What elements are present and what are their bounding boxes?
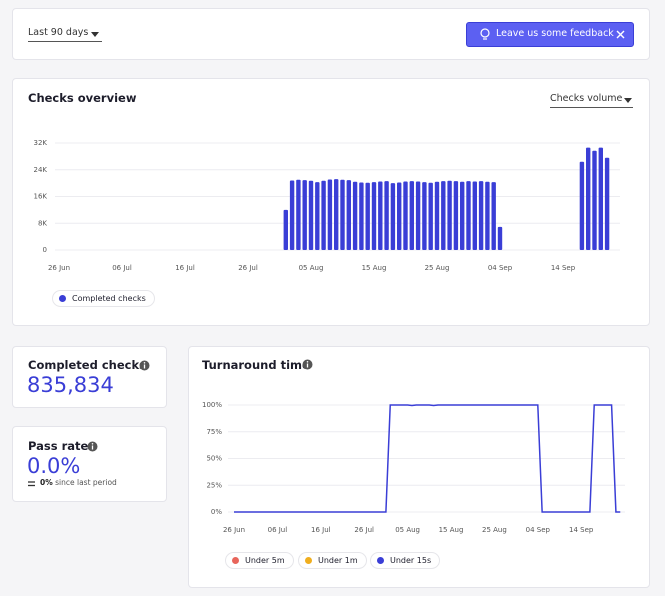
stat-title: Completed checks (28, 358, 146, 372)
legend-label: Under 1m (318, 556, 358, 565)
feedback-button[interactable]: Leave us some feedback (466, 22, 634, 47)
legend-item[interactable]: Under 1m (298, 552, 367, 569)
stat-change-note: since last period (55, 478, 117, 487)
stat-card (12, 426, 167, 502)
feedback-label: Leave us some feedback (496, 28, 614, 39)
bulb-icon (480, 28, 490, 40)
info-icon[interactable] (302, 359, 313, 370)
legend-label: Under 5m (245, 556, 285, 565)
period-label: Last 90 days (28, 27, 89, 38)
legend-swatch (377, 557, 384, 564)
legend-item[interactable]: Under 15s (370, 552, 441, 569)
close-icon[interactable] (616, 30, 626, 40)
legend-swatch (232, 557, 239, 564)
legend-swatch (305, 557, 312, 564)
stat-change: 0% (40, 478, 53, 487)
stat-value: 835,834 (27, 373, 114, 397)
equal-icon (28, 481, 35, 487)
stat-title: Pass rate (28, 439, 89, 453)
info-icon[interactable] (139, 360, 150, 371)
metric-dropdown[interactable]: Checks volume (550, 93, 633, 108)
overview-card (12, 78, 650, 326)
legend-swatch (59, 295, 66, 302)
metric-label: Checks volume (550, 93, 623, 104)
legend-label: Completed checks (72, 294, 146, 303)
legend-item[interactable]: Under 5m (225, 552, 294, 569)
legend-label: Under 15s (390, 556, 432, 565)
overview-title: Checks overview (28, 91, 137, 105)
period-dropdown[interactable]: Last 90 days (28, 27, 102, 42)
legend-item[interactable]: Completed checks (52, 290, 155, 307)
stat-card (12, 346, 167, 408)
stat-value: 0.0% (27, 454, 81, 478)
turnaround-title: Turnaround time (202, 358, 310, 372)
info-icon[interactable] (87, 441, 98, 452)
